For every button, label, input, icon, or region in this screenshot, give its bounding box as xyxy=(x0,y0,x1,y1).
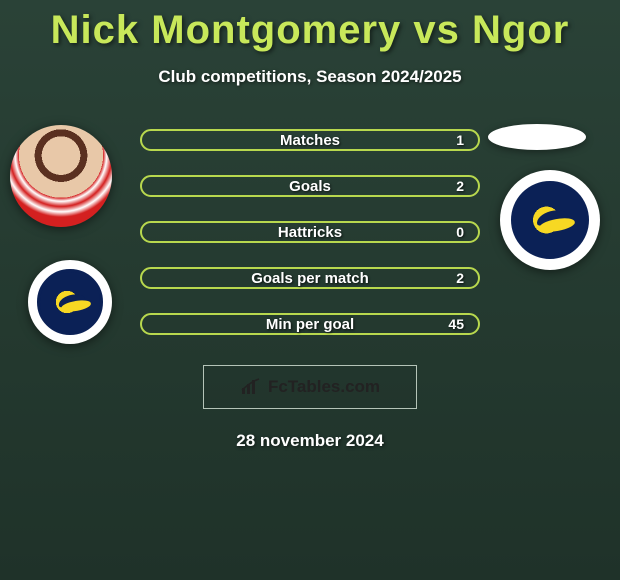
stat-label: Matches xyxy=(280,132,340,149)
bar-chart-icon xyxy=(240,378,262,396)
date-text: 28 november 2024 xyxy=(0,431,620,451)
stat-label: Goals xyxy=(289,178,331,195)
club-left-badge xyxy=(28,260,112,344)
stat-row-goals: Goals 2 xyxy=(140,175,480,197)
comparison-title: Nick Montgomery vs Ngor xyxy=(0,0,620,53)
stat-value: 1 xyxy=(456,132,464,148)
attribution-box[interactable]: FcTables.com xyxy=(203,365,417,409)
stat-row-hattricks: Hattricks 0 xyxy=(140,221,480,243)
stat-label: Goals per match xyxy=(251,270,369,287)
stat-label: Hattricks xyxy=(278,224,342,241)
stat-value: 45 xyxy=(448,316,464,332)
stat-row-goals-per-match: Goals per match 2 xyxy=(140,267,480,289)
stat-row-matches: Matches 1 xyxy=(140,129,480,151)
stat-row-min-per-goal: Min per goal 45 xyxy=(140,313,480,335)
mariners-logo-icon xyxy=(511,181,589,259)
player-left-avatar xyxy=(10,125,112,227)
club-right-badge xyxy=(500,170,600,270)
mariners-logo-icon xyxy=(37,269,103,335)
stat-label: Min per goal xyxy=(266,316,354,333)
subtitle: Club competitions, Season 2024/2025 xyxy=(0,67,620,87)
stat-value: 2 xyxy=(456,270,464,286)
player-right-avatar xyxy=(488,124,586,150)
stat-value: 0 xyxy=(456,224,464,240)
attribution-text: FcTables.com xyxy=(268,377,380,397)
stat-value: 2 xyxy=(456,178,464,194)
